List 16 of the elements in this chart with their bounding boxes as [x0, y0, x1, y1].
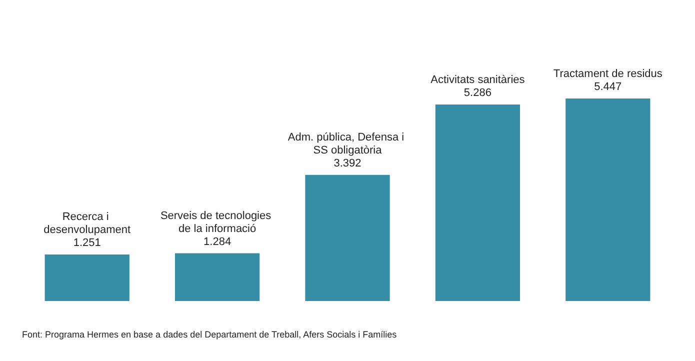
bar — [435, 104, 520, 301]
bar — [305, 174, 390, 301]
data-label: 1.251 — [73, 237, 101, 250]
data-label: 5.447 — [594, 81, 622, 94]
x-tick-label: Serveis de tecnologies de la informació — [160, 210, 274, 235]
x-tick-label: Adm. pública, Defensa i SS obligatòria — [288, 131, 408, 156]
bar — [566, 98, 650, 301]
x-tick-label: Tractament de residus — [553, 68, 663, 80]
bar — [174, 253, 260, 301]
bar — [44, 254, 130, 301]
data-label: 3.392 — [334, 157, 362, 170]
data-label: 1.284 — [204, 236, 232, 248]
x-tick-label: Activitats sanitàries — [430, 74, 526, 86]
x-tick-label: Recerca i desenvolupament — [44, 211, 131, 236]
text: Font: Programa Hermes en base a dades del Departament de Treball, Afers Socials i Famílies — [22, 330, 398, 340]
data-label: 5.286 — [464, 87, 492, 100]
